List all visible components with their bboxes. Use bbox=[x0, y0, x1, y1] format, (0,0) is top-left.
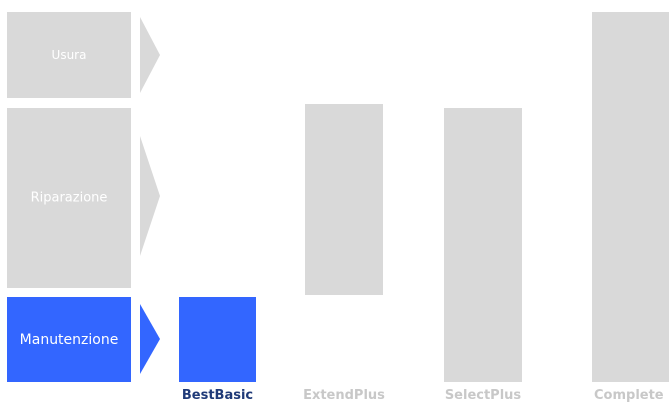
arrow-usura bbox=[140, 17, 160, 93]
product-label-complete: Complete bbox=[594, 388, 664, 403]
category-usura-label: Usura bbox=[51, 48, 87, 62]
arrow-manutenzione bbox=[140, 304, 160, 374]
bar-extendplus bbox=[305, 104, 383, 295]
category-riparazione-label: Riparazione bbox=[30, 190, 108, 206]
product-label-extendplus: ExtendPlus bbox=[303, 388, 385, 403]
category-riparazione: Riparazione bbox=[7, 108, 131, 288]
bar-bestbasic bbox=[179, 297, 256, 382]
category-manutenzione: Manutenzione bbox=[7, 297, 131, 382]
bar-complete bbox=[592, 12, 669, 382]
bar-selectplus bbox=[444, 108, 522, 382]
product-label-selectplus: SelectPlus bbox=[444, 388, 522, 403]
arrow-riparazione bbox=[140, 136, 160, 256]
category-manutenzione-label: Manutenzione bbox=[19, 331, 119, 348]
category-usura: Usura bbox=[7, 12, 131, 98]
product-label-bestbasic: BestBasic bbox=[181, 388, 254, 403]
